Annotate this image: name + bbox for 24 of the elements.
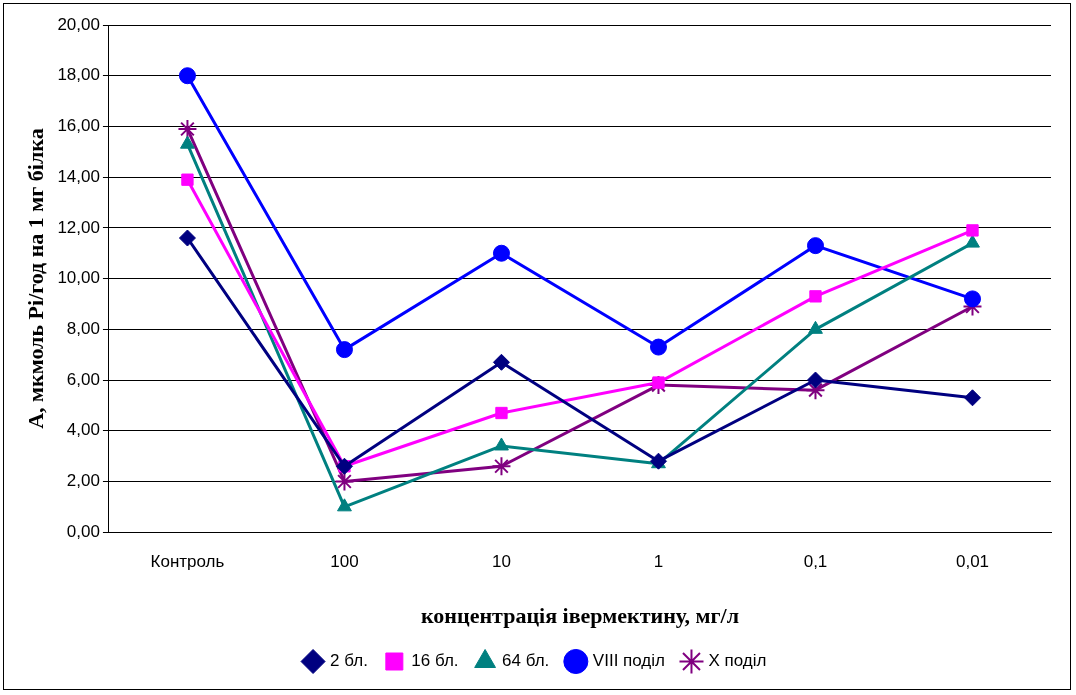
y-tick-label: 4,00 [66, 420, 100, 440]
legend-label: X поділ [708, 651, 767, 671]
x-axis-title: концентрація івермектину, мг/л [420, 603, 740, 629]
legend-label: 2 бл. [330, 651, 368, 671]
y-tick-label: 10,00 [57, 268, 100, 288]
y-tick-label: 20,00 [57, 14, 100, 34]
legend-label: VIII поділ [592, 651, 665, 671]
legend-label: 16 бл. [411, 651, 459, 671]
x-tick-label: 0,01 [955, 552, 990, 572]
y-tick-label: 16,00 [57, 116, 100, 136]
y-tick-label: 6,00 [66, 369, 100, 389]
y-tick-label: 8,00 [66, 319, 100, 339]
x-tick-label: 0,1 [803, 552, 828, 572]
y-tick-label: 12,00 [57, 217, 100, 237]
y-axis-title: А, мкмоль Pi/год на 1 мг білка [22, 128, 48, 429]
legend-label: 64 бл. [502, 651, 550, 671]
y-tick-label: 2,00 [66, 471, 100, 491]
x-tick-label: 1 [653, 552, 664, 572]
x-tick-label: 100 [330, 552, 359, 572]
y-tick-label: 0,00 [66, 521, 100, 541]
x-tick-label: 10 [492, 552, 511, 572]
y-tick-label: 14,00 [57, 166, 100, 186]
y-tick-label: 18,00 [57, 65, 100, 85]
x-tick-label: Контроль [150, 552, 225, 572]
